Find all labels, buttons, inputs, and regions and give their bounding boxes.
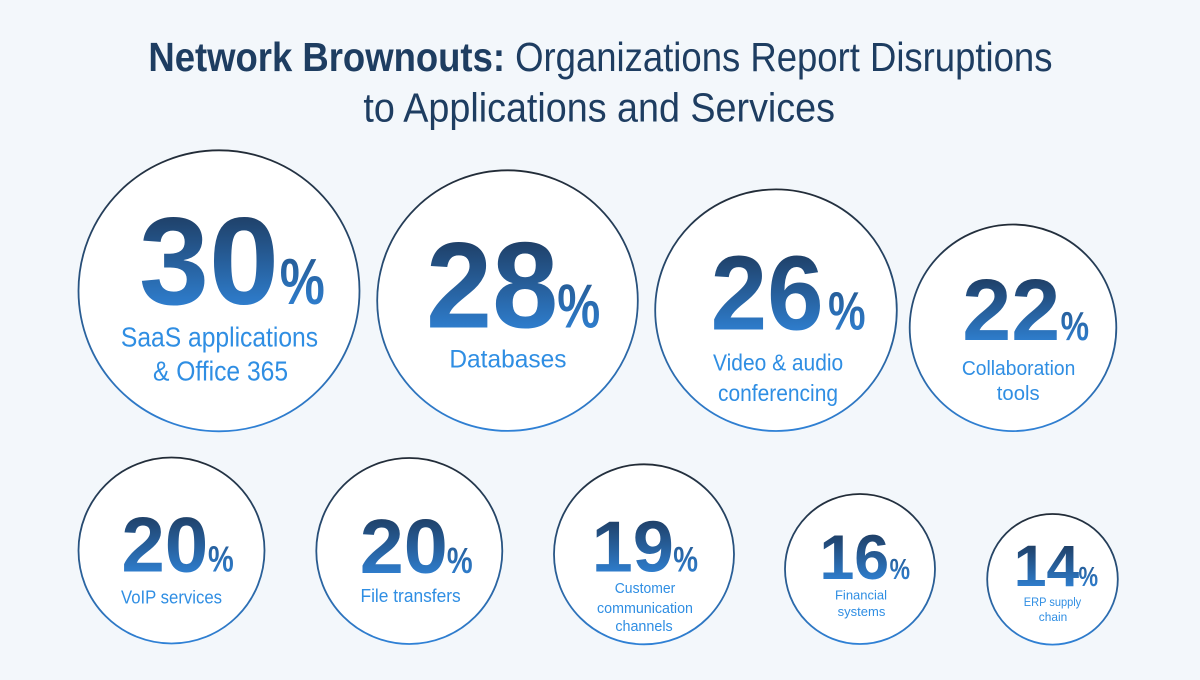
svg-text:tools: tools [997,383,1040,405]
svg-text:%: % [208,539,234,580]
svg-text:22: 22 [962,262,1060,359]
svg-text:Video & audio: Video & audio [713,350,843,376]
svg-text:%: % [447,540,473,581]
svg-text:channels: channels [615,619,672,635]
svg-text:14: 14 [1014,534,1080,599]
svg-text:30: 30 [139,193,279,331]
svg-text:Financial: Financial [835,588,887,603]
svg-text:communication: communication [597,601,693,617]
svg-text:%: % [890,552,910,585]
svg-text:%: % [557,272,600,341]
svg-text:%: % [1078,562,1098,593]
svg-text:%: % [280,246,325,318]
svg-text:& Office 365: & Office 365 [153,355,288,387]
svg-text:Customer: Customer [615,581,676,597]
svg-text:28: 28 [426,217,558,354]
svg-text:conferencing: conferencing [718,380,838,406]
svg-text:systems: systems [838,604,886,619]
svg-text:Databases: Databases [449,346,566,373]
svg-text:ERP supply: ERP supply [1024,597,1082,609]
svg-text:to Applications and Services: to Applications and Services [363,85,835,131]
svg-text:26: 26 [711,234,824,352]
svg-text:SaaS applications: SaaS applications [121,321,318,353]
svg-text:File transfers: File transfers [360,586,460,606]
svg-text:%: % [673,540,698,580]
svg-text:19: 19 [592,508,674,588]
svg-text:chain: chain [1039,610,1067,624]
svg-text:16: 16 [819,523,889,593]
svg-text:%: % [828,282,865,342]
svg-text:Collaboration: Collaboration [962,357,1075,380]
svg-text:20: 20 [360,503,448,590]
svg-text:Network Brownouts: Organizatio: Network Brownouts: Organizations Report … [148,35,1052,80]
svg-text:%: % [1061,303,1089,349]
svg-text:20: 20 [121,501,208,589]
svg-text:VoIP services: VoIP services [121,587,222,608]
